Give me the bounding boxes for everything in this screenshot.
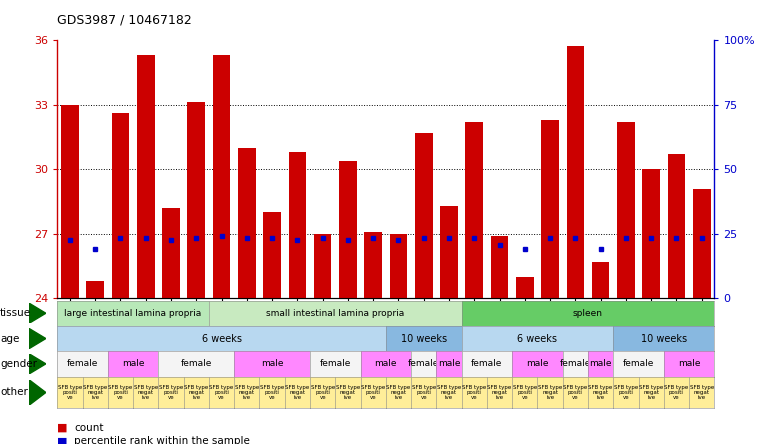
Text: SFB type
negat
ive: SFB type negat ive [588, 385, 613, 400]
Bar [289, 152, 306, 298]
Text: female: female [471, 359, 503, 369]
Text: male: male [374, 359, 397, 369]
Bar [516, 277, 534, 298]
Text: SFB type
negat
ive: SFB type negat ive [235, 385, 259, 400]
Bar [643, 169, 660, 298]
Text: GDS3987 / 10467182: GDS3987 / 10467182 [57, 13, 192, 26]
Text: gender: gender [0, 359, 37, 369]
Text: female: female [319, 359, 351, 369]
Text: SFB type
positi
ve: SFB type positi ve [159, 385, 183, 400]
Polygon shape [29, 380, 46, 405]
Bar [440, 206, 458, 298]
Bar [693, 189, 711, 298]
Bar [490, 236, 508, 298]
Polygon shape [29, 303, 46, 323]
Text: male: male [678, 359, 701, 369]
Text: SFB type
negat
ive: SFB type negat ive [690, 385, 714, 400]
Text: 10 weeks: 10 weeks [641, 333, 687, 344]
Bar [541, 119, 559, 298]
Text: small intestinal lamina propria: small intestinal lamina propria [266, 309, 404, 318]
Bar [86, 281, 104, 298]
Text: SFB type
negat
ive: SFB type negat ive [285, 385, 309, 400]
Bar [592, 262, 610, 298]
Text: female: female [560, 359, 591, 369]
Text: female: female [408, 359, 439, 369]
Bar [238, 147, 256, 298]
Bar [364, 232, 382, 298]
Text: male: male [122, 359, 144, 369]
Bar [264, 212, 281, 298]
Text: SFB type
positi
ve: SFB type positi ve [412, 385, 435, 400]
Text: ■: ■ [57, 423, 68, 433]
Text: SFB type
negat
ive: SFB type negat ive [336, 385, 360, 400]
Text: age: age [0, 333, 19, 344]
Polygon shape [29, 329, 46, 349]
Text: SFB type
positi
ve: SFB type positi ve [462, 385, 487, 400]
Text: SFB type
positi
ve: SFB type positi ve [613, 385, 638, 400]
Text: SFB type
positi
ve: SFB type positi ve [513, 385, 537, 400]
Text: SFB type
positi
ve: SFB type positi ve [665, 385, 688, 400]
Text: male: male [589, 359, 612, 369]
Text: 10 weeks: 10 weeks [400, 333, 447, 344]
Text: SFB type
negat
ive: SFB type negat ive [184, 385, 209, 400]
Bar [415, 133, 432, 298]
Bar [668, 154, 685, 298]
Bar [314, 234, 332, 298]
Text: SFB type
positi
ve: SFB type positi ve [310, 385, 335, 400]
Text: 6 weeks: 6 weeks [202, 333, 241, 344]
Polygon shape [29, 354, 46, 374]
Text: female: female [67, 359, 99, 369]
Bar [617, 122, 635, 298]
Bar [212, 55, 231, 298]
Text: female: female [623, 359, 654, 369]
Text: SFB type
positi
ve: SFB type positi ve [361, 385, 385, 400]
Text: SFB type
positi
ve: SFB type positi ve [108, 385, 133, 400]
Text: SFB type
negat
ive: SFB type negat ive [134, 385, 158, 400]
Text: SFB type
negat
ive: SFB type negat ive [437, 385, 461, 400]
Bar [187, 103, 206, 298]
Bar [61, 104, 79, 298]
Text: SFB type
positi
ve: SFB type positi ve [260, 385, 284, 400]
Text: count: count [74, 423, 104, 433]
Text: SFB type
negat
ive: SFB type negat ive [487, 385, 512, 400]
Bar [390, 234, 407, 298]
Text: percentile rank within the sample: percentile rank within the sample [74, 436, 250, 444]
Bar [567, 47, 584, 298]
Text: tissue: tissue [0, 308, 31, 318]
Bar [465, 122, 483, 298]
Bar [112, 113, 129, 298]
Text: SFB type
positi
ve: SFB type positi ve [209, 385, 234, 400]
Text: large intestinal lamina propria: large intestinal lamina propria [64, 309, 202, 318]
Text: SFB type
positi
ve: SFB type positi ve [58, 385, 82, 400]
Text: SFB type
negat
ive: SFB type negat ive [387, 385, 410, 400]
Text: SFB type
negat
ive: SFB type negat ive [83, 385, 107, 400]
Text: ■: ■ [57, 436, 68, 444]
Text: SFB type
positi
ve: SFB type positi ve [563, 385, 588, 400]
Text: male: male [438, 359, 460, 369]
Text: male: male [526, 359, 549, 369]
Bar [137, 55, 154, 298]
Text: male: male [261, 359, 283, 369]
Bar [162, 208, 180, 298]
Bar [339, 161, 357, 298]
Text: spleen: spleen [573, 309, 603, 318]
Text: SFB type
negat
ive: SFB type negat ive [639, 385, 663, 400]
Text: female: female [180, 359, 212, 369]
Text: other: other [0, 388, 28, 397]
Text: 6 weeks: 6 weeks [517, 333, 558, 344]
Text: SFB type
negat
ive: SFB type negat ive [538, 385, 562, 400]
